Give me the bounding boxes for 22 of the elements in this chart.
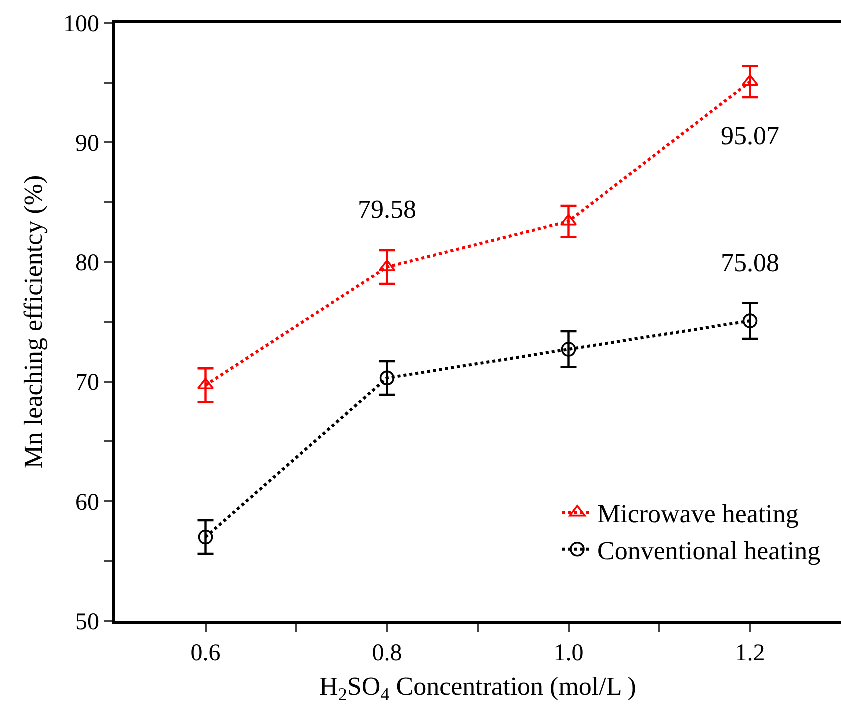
- data-label: 79.58: [358, 194, 416, 224]
- y-tick-label: 70: [75, 370, 100, 396]
- point: [197, 378, 214, 390]
- data-label: 95.07: [721, 121, 780, 150]
- legend-label: Microwave heating: [597, 500, 799, 529]
- x-tick-label: 1.0: [554, 640, 584, 667]
- y-axis-title: Mn leaching efficientcy (%): [18, 175, 48, 469]
- y-tick-label: 90: [75, 131, 100, 157]
- point: [561, 342, 576, 357]
- y-tick-label: 80: [75, 250, 100, 277]
- point: [198, 530, 214, 545]
- x-tick-label: 0.8: [372, 640, 402, 667]
- x-axis-title: H$_{2}$SO$_{4}$ Concentration (mol/L ): [320, 672, 636, 705]
- data-label: 75.08: [721, 248, 780, 278]
- y-tick-label: 100: [63, 11, 100, 38]
- x-tick-label: 0.6: [190, 640, 221, 667]
- y-tick-label: 50: [75, 609, 100, 636]
- point: [742, 314, 758, 328]
- point: [380, 370, 395, 386]
- x-tick-label: 1.2: [735, 640, 766, 667]
- legend-label: Conventional heating: [597, 536, 821, 566]
- y-tick-label: 60: [75, 490, 100, 516]
